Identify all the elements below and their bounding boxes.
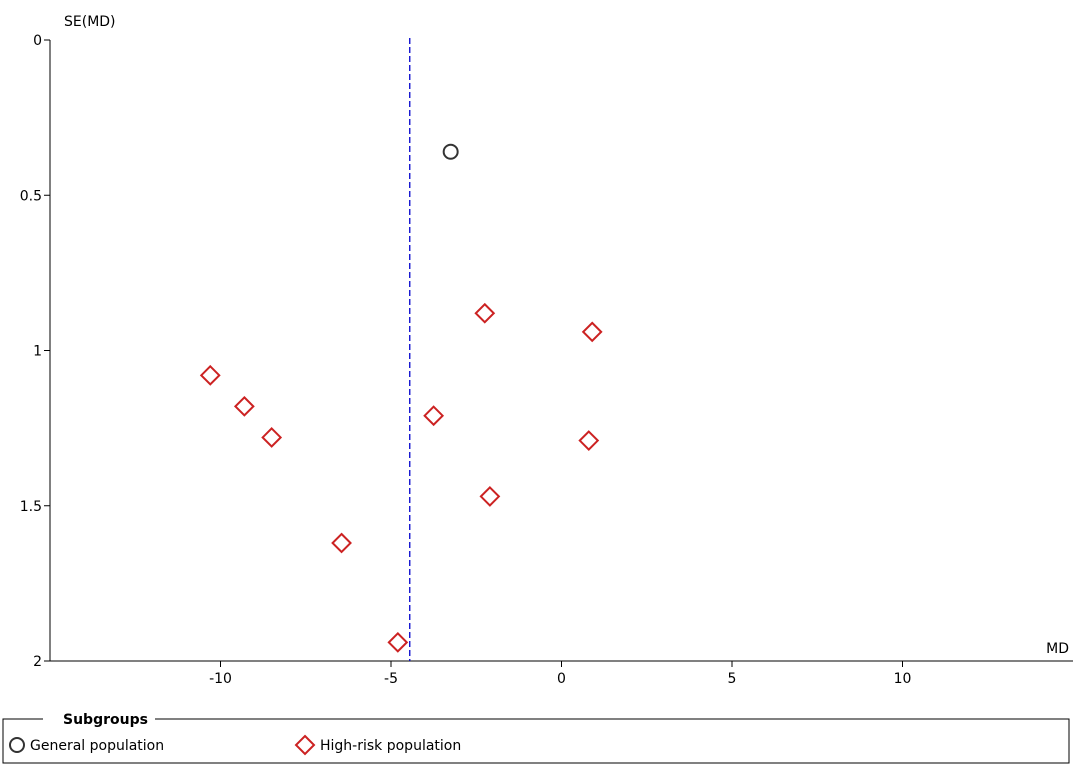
x-axis-label: MD [1046, 641, 1069, 657]
x-tick-label: -5 [384, 671, 398, 687]
high-risk-population-point [233, 395, 255, 417]
y-tick-label: 2 [33, 654, 42, 670]
high-risk-population-point [423, 405, 445, 427]
high-risk-population-point [199, 364, 221, 386]
high-risk-population-point [387, 631, 409, 653]
legend: Subgroups General population High-risk pop… [2, 712, 1070, 764]
high-risk-population-point [578, 430, 600, 451]
legend-title: Subgroups [63, 712, 148, 728]
legend-label-general: General population [30, 738, 164, 754]
y-tick-label: 1 [33, 344, 42, 360]
x-tick-label: -10 [209, 671, 232, 687]
legend-circle-marker [9, 737, 25, 753]
high-risk-population-point [474, 302, 496, 324]
legend-frame [2, 718, 1070, 764]
legend-diamond-marker [294, 734, 316, 756]
x-tick-label: 0 [557, 671, 566, 687]
data-points [199, 143, 603, 653]
general-population-point [442, 143, 459, 160]
x-tick-label: 10 [894, 671, 912, 687]
high-risk-population-point [479, 486, 501, 507]
y-tick-label: 0 [33, 33, 42, 49]
legend-label-high-risk: High-risk population [320, 738, 461, 754]
y-tick-label: 0.5 [20, 188, 42, 204]
y-axis-label: SE(MD) [64, 14, 116, 30]
high-risk-population-point [331, 532, 352, 554]
y-tick-label: 1.5 [20, 499, 42, 515]
high-risk-population-point [261, 427, 283, 448]
x-tick-label: 5 [728, 671, 737, 687]
axes: 0 0.5 1 1.5 2 -10 -5 0 5 10 SE(MD) MD [20, 14, 1073, 687]
high-risk-population-point [581, 321, 603, 343]
